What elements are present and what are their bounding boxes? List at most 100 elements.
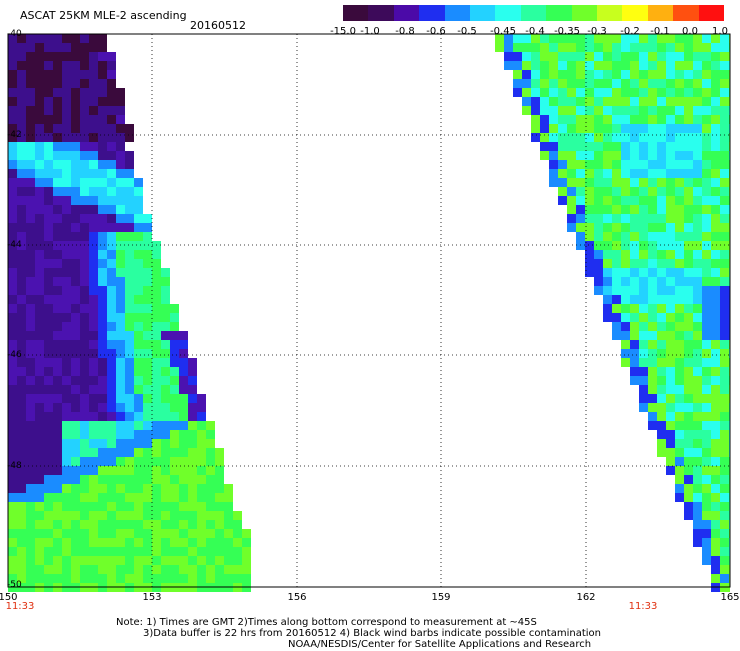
swath-cell: [71, 511, 80, 520]
swath-cell: [684, 367, 693, 376]
swath-cell: [53, 349, 62, 358]
swath-cell: [675, 34, 684, 43]
swath-cell: [585, 97, 594, 106]
swath-cell: [8, 322, 17, 331]
swath-cell: [657, 133, 666, 142]
swath-cell: [630, 340, 639, 349]
swath-cell: [161, 439, 170, 448]
swath-cell: [107, 52, 116, 61]
y-tick-label: -40: [7, 29, 22, 39]
swath-cell: [648, 214, 657, 223]
swath-cell: [143, 277, 152, 286]
swath-cell: [125, 556, 134, 565]
swath-cell: [179, 547, 188, 556]
swath-cell: [44, 43, 53, 52]
swath-cell: [26, 466, 35, 475]
swath-cell: [684, 511, 693, 520]
swath-cell: [53, 43, 62, 52]
swath-cell: [44, 106, 53, 115]
color-scale-label: -0.35: [554, 26, 580, 37]
swath-cell: [657, 385, 666, 394]
swath-cell: [711, 313, 720, 322]
swath-cell: [675, 484, 684, 493]
swath-cell: [179, 430, 188, 439]
swath-cell: [8, 385, 17, 394]
swath-cell: [62, 232, 71, 241]
swath-cell: [53, 484, 62, 493]
swath-cell: [107, 160, 116, 169]
swath-cell: [720, 385, 729, 394]
swath-cell: [657, 277, 666, 286]
swath-cell: [125, 187, 134, 196]
swath-cell: [612, 43, 621, 52]
swath-cell: [107, 484, 116, 493]
swath-cell: [71, 547, 80, 556]
swath-cell: [224, 556, 233, 565]
swath-cell: [35, 115, 44, 124]
swath-cell: [152, 412, 161, 421]
swath-cell: [576, 196, 585, 205]
swath-cell: [8, 574, 17, 583]
swath-cell: [80, 304, 89, 313]
swath-cell: [116, 169, 125, 178]
swath-cell: [657, 286, 666, 295]
swath-cell: [657, 88, 666, 97]
color-scale-segment: [622, 5, 648, 21]
swath-cell: [44, 223, 53, 232]
swath-cell: [630, 268, 639, 277]
swath-cell: [215, 466, 224, 475]
swath-cell: [576, 187, 585, 196]
swath-cell: [576, 88, 585, 97]
swath-cell: [621, 160, 630, 169]
swath-cell: [44, 88, 53, 97]
swath-cell: [188, 556, 197, 565]
swath-cell: [161, 403, 170, 412]
swath-cell: [98, 214, 107, 223]
swath-cell: [224, 520, 233, 529]
color-scale-segment: [444, 5, 471, 21]
swath-cell: [657, 430, 666, 439]
swath-cell: [702, 349, 711, 358]
swath-cell: [35, 538, 44, 547]
swath-cell: [215, 511, 224, 520]
swath-cell: [711, 106, 720, 115]
swath-cell: [71, 205, 80, 214]
swath-cell: [17, 412, 26, 421]
swath-cell: [594, 286, 603, 295]
swath-cell: [179, 439, 188, 448]
swath-cell: [125, 538, 134, 547]
swath-cell: [612, 331, 621, 340]
swath-cell: [711, 88, 720, 97]
swath-cell: [44, 376, 53, 385]
swath-cell: [630, 169, 639, 178]
swath-cell: [98, 88, 107, 97]
swath-cell: [125, 178, 134, 187]
swath-cell: [657, 313, 666, 322]
swath-cell: [80, 430, 89, 439]
swath-cell: [648, 187, 657, 196]
swath-cell: [53, 142, 62, 151]
swath-cell: [116, 178, 125, 187]
swath-cell: [576, 214, 585, 223]
swath-cell: [98, 70, 107, 79]
swath-cell: [152, 313, 161, 322]
swath-cell: [720, 376, 729, 385]
swath-cell: [98, 574, 107, 583]
swath-cell: [107, 475, 116, 484]
swath-cell: [80, 421, 89, 430]
swath-cell: [702, 88, 711, 97]
swath-cell: [89, 205, 98, 214]
swath-cell: [71, 34, 80, 43]
swath-cell: [675, 241, 684, 250]
swath-cell: [35, 439, 44, 448]
swath-cell: [80, 394, 89, 403]
swath-cell: [531, 61, 540, 70]
swath-cell: [657, 34, 666, 43]
swath-cell: [576, 106, 585, 115]
swath-cell: [594, 70, 603, 79]
swath-cell: [134, 466, 143, 475]
swath-cell: [197, 529, 206, 538]
y-tick-label: -46: [7, 350, 22, 360]
swath-cell: [116, 493, 125, 502]
swath-cell: [143, 493, 152, 502]
